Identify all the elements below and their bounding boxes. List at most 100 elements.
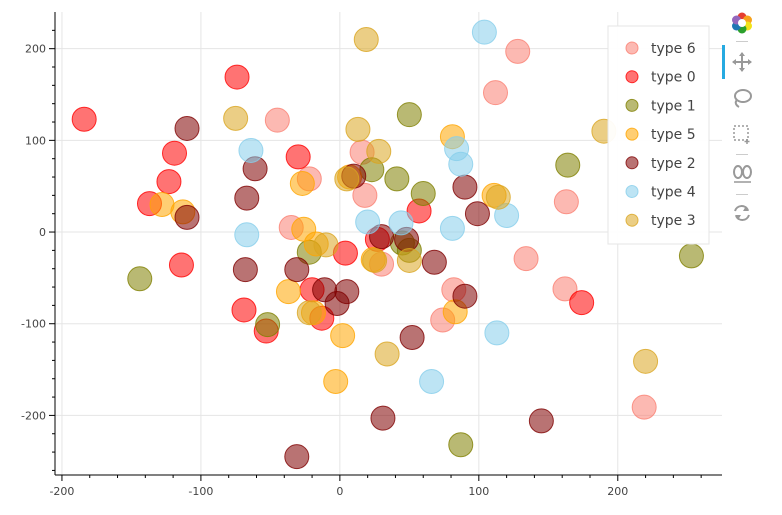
data-point-type-2 [399,324,425,350]
data-point-type-6 [513,246,539,272]
data-point-type-6 [631,394,657,420]
data-point-type-1 [127,266,153,292]
data-point-type-4 [484,320,510,346]
toolbar [722,8,762,238]
legend-label[interactable]: type 3 [651,213,696,229]
data-point-type-1 [448,432,474,458]
data-point-type-0 [156,169,182,195]
y-tick-label: 200 [25,43,46,56]
y-tick-label: -200 [21,409,46,422]
data-point-type-4 [388,210,414,236]
data-point-type-4 [471,19,497,45]
data-point-type-0 [231,297,257,323]
legend-label[interactable]: type 2 [651,156,696,172]
data-point-type-1 [555,152,581,178]
data-point-type-6 [553,189,579,215]
data-point-type-2 [421,249,447,275]
legend-label[interactable]: type 4 [651,185,696,201]
data-point-type-0 [569,290,595,316]
data-point-type-2 [234,185,260,211]
data-point-type-0 [162,140,188,166]
data-point-type-3 [353,27,379,53]
data-point-type-6 [352,182,378,208]
data-point-type-2 [284,257,310,283]
legend-swatch[interactable] [625,156,639,170]
data-point-type-2 [174,115,200,141]
x-tick-label: -200 [49,485,74,498]
data-point-type-1 [384,166,410,192]
legend-swatch[interactable] [625,41,639,55]
data-point-type-3 [366,138,392,164]
legend-label[interactable]: type 5 [651,127,696,143]
data-point-type-4 [448,151,474,177]
data-point-type-2 [452,174,478,200]
legend-swatch[interactable] [625,70,639,84]
hover-tool-icon[interactable] [729,160,755,186]
data-point-type-1 [410,181,436,207]
x-tick-label: 200 [607,485,628,498]
pan-tool-icon[interactable] [729,49,755,75]
data-point-type-2 [174,204,200,230]
data-point-type-2 [232,257,258,283]
active-tool-indicator [722,45,725,79]
data-point-type-3 [633,348,659,374]
data-point-type-2 [284,444,310,470]
box-select-icon[interactable] [729,121,755,147]
data-point-type-5 [323,368,349,394]
data-point-type-2 [370,405,396,431]
data-point-type-3 [313,232,339,258]
data-point-type-6 [482,80,508,106]
data-point-type-1 [678,243,704,269]
data-point-type-4 [234,222,260,248]
data-point-type-2 [464,201,490,227]
legend-label[interactable]: type 0 [651,70,696,86]
data-point-type-3 [362,247,388,273]
data-point-type-4 [419,368,445,394]
x-tick-label: -100 [188,485,213,498]
data-point-type-0 [285,144,311,170]
legend[interactable]: type 6 type 0 type 1 type 5 type 2 type 4 type… [607,25,710,245]
data-point-type-3 [374,341,400,367]
data-point-type-0 [71,106,97,132]
data-point-type-4 [355,209,381,235]
data-point-type-2 [324,291,350,317]
x-tick-label: 100 [468,485,489,498]
legend-label[interactable]: type 1 [651,98,696,114]
data-point-type-5 [275,279,301,305]
legend-label[interactable]: type 6 [651,41,696,57]
data-point-type-3 [296,300,322,326]
y-tick-label: 0 [39,226,46,239]
x-tick-label: 0 [336,485,343,498]
axes: -200 -100 0 100 200 -200 -100 0 100 200 [21,12,722,498]
data-point-type-4 [439,215,465,241]
data-point-type-3 [334,166,360,192]
data-point-type-0 [168,252,194,278]
bokeh-logo-icon[interactable] [729,10,755,36]
y-tick-label: 100 [25,134,46,147]
legend-box [607,25,710,245]
data-point-type-6 [505,38,531,64]
data-point-type-2 [528,408,554,434]
data-point-type-3 [223,105,249,131]
legend-swatch[interactable] [625,127,639,141]
data-point-type-1 [255,312,281,338]
legend-swatch[interactable] [625,185,639,198]
data-point-type-6 [552,276,578,302]
reset-tool-icon[interactable] [729,200,755,226]
data-point-type-2 [452,283,478,309]
data-point-type-1 [396,102,422,128]
data-point-type-0 [224,64,250,90]
data-point-type-3 [396,247,422,273]
lasso-select-icon[interactable] [729,85,755,111]
data-point-type-5 [289,170,315,196]
data-point-type-3 [345,116,371,142]
data-point-type-6 [264,107,290,133]
data-point-type-5 [330,323,356,349]
scatter-points [71,19,704,470]
y-tick-label: -100 [21,318,46,331]
legend-swatch[interactable] [625,98,639,112]
data-point-type-4 [238,137,264,163]
data-point-type-3 [485,184,511,210]
legend-swatch[interactable] [625,213,639,227]
